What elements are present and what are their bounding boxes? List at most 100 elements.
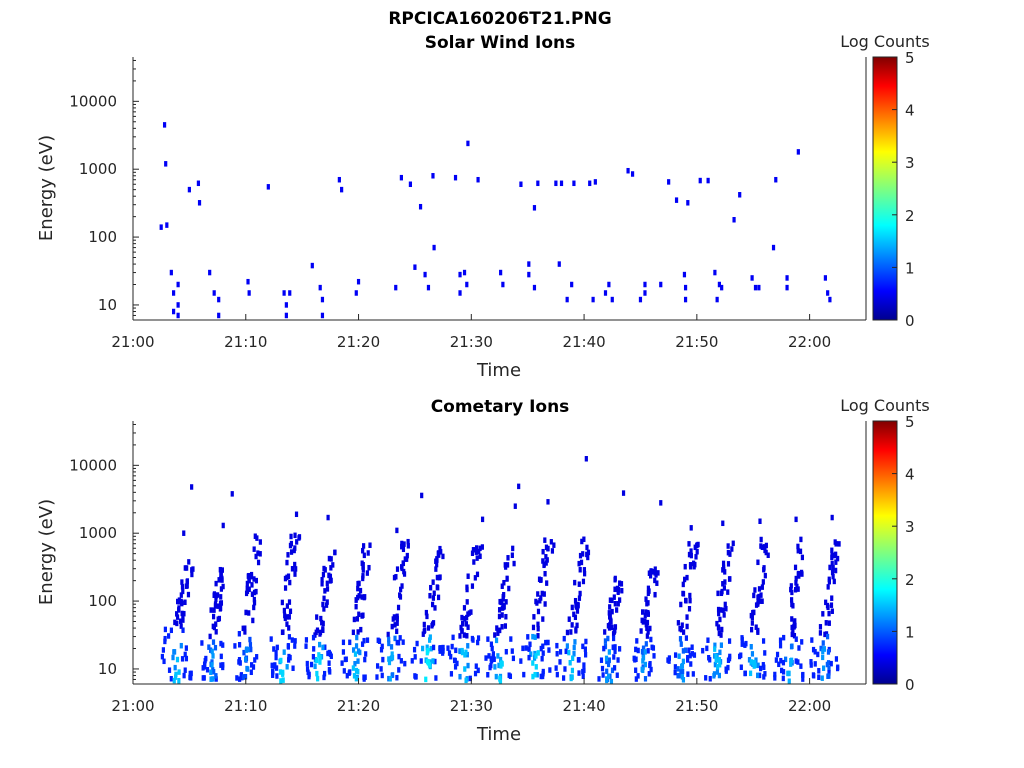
cometary-count-cell [461,621,465,627]
cometary-count-cell [616,586,621,593]
cometary-count-cell [422,621,426,628]
cometary-count-cell [501,604,505,611]
cometary-count-cell [749,659,753,665]
cometary-count-cell [162,658,166,665]
cometary-count-cell [756,662,760,669]
cometary-count-cell [447,650,452,656]
solar-wind-count-cell [674,197,679,203]
cometary-count-cell [763,572,767,579]
cometary-count-cell [441,648,445,654]
cometary-count-cell [799,663,803,669]
solar-wind-count-cell [164,161,168,167]
solar-wind-count-cell [565,296,569,303]
cometary-count-cell [836,555,840,562]
cometary-count-cell [825,602,830,609]
cometary-count-cell [251,617,255,624]
cometary-count-cell [685,657,690,663]
cometary-count-cell [829,602,834,608]
cometary-count-cell [390,654,395,661]
solar-wind-count-cell [187,186,191,193]
cometary-count-cell [748,670,753,677]
cometary-count-cell [414,673,418,680]
cometary-count-cell [220,567,224,573]
cometary-count-cell [723,601,727,608]
cometary-count-cell [513,503,517,509]
cometary-count-cell [511,545,515,552]
cometary-count-cell [463,616,467,622]
cometary-count-cell [778,637,783,643]
solar-wind-x-tick-label: 21:10 [224,333,267,351]
cometary-count-cell [573,597,578,604]
cometary-count-cell [367,564,371,571]
cometary-count-cell [293,561,297,568]
cometary-count-cell [399,658,403,664]
cometary-count-cell [570,674,574,680]
cometary-count-cell [821,654,825,661]
cometary-count-cell [756,629,760,635]
cometary-count-cell [583,646,587,652]
cometary-count-cell [794,580,798,586]
cometary-count-cell [249,669,253,676]
cometary-count-cell [607,610,611,616]
solar-wind-count-cell [771,244,776,251]
cometary-count-cell [586,549,591,556]
cometary-count-cell [285,664,289,670]
cometary-count-cell [610,608,614,615]
cometary-count-cell [717,672,721,679]
cometary-count-cell [478,553,482,560]
cometary-count-cell [528,641,532,648]
cometary-count-cell [718,616,722,623]
cometary-count-cell [577,670,581,676]
cometary-count-cell [497,607,502,613]
cometary-count-cell [434,675,438,681]
cometary-count-cell [307,671,311,678]
cometary-count-cell [489,641,494,647]
cometary-colorbar-tick-label: 4 [905,466,915,484]
cometary-count-cell [789,661,793,667]
cometary-count-cell [470,635,474,642]
solar-wind-count-cell [557,261,561,267]
cometary-count-cell [427,662,432,668]
solar-wind-count-cell [172,290,176,296]
solar-wind-count-cell [527,271,531,278]
solar-wind-count-cell [212,290,216,296]
cometary-count-cell [764,542,768,549]
cometary-count-cell [576,601,580,608]
cometary-count-cell [581,578,586,585]
solar-wind-count-cell [266,184,270,190]
cometary-count-cell [634,646,638,653]
cometary-count-cell [179,623,183,629]
cometary-colorbar [872,420,898,685]
cometary-count-cell [507,585,511,592]
cometary-count-cell [775,651,780,658]
cometary-count-cell [584,638,588,645]
solar-wind-count-cell [588,180,592,187]
cometary-count-cell [816,651,820,658]
cometary-count-cell [558,649,563,655]
solar-wind-count-cell [715,296,719,303]
cometary-count-cell [311,653,315,660]
cometary-count-cell [360,613,364,619]
cometary-count-cell [258,551,262,557]
cometary-count-cell [532,614,536,620]
cometary-count-cell [790,643,794,649]
cometary-y-tick-label: 1000 [79,524,117,542]
cometary-count-cell [453,664,458,670]
cometary-count-cell [721,607,725,613]
cometary-count-cell [290,566,295,572]
cometary-count-cell [750,651,755,657]
cometary-count-cell [716,606,721,613]
cometary-count-cell [818,630,822,636]
cometary-count-cell [492,656,496,663]
cometary-count-cell [327,649,331,656]
solar-wind-y-tick-label: 1000 [79,160,117,178]
solar-wind-x-tick-label: 21:30 [450,333,493,351]
solar-wind-count-cell [591,296,595,303]
cometary-count-cell [753,662,757,669]
solar-wind-colorbar [872,56,898,321]
cometary-count-cell [216,616,220,622]
cometary-count-cell [834,541,838,547]
solar-wind-count-cell [720,284,724,291]
cometary-count-cell [677,653,681,659]
cometary-count-cell [397,653,401,660]
